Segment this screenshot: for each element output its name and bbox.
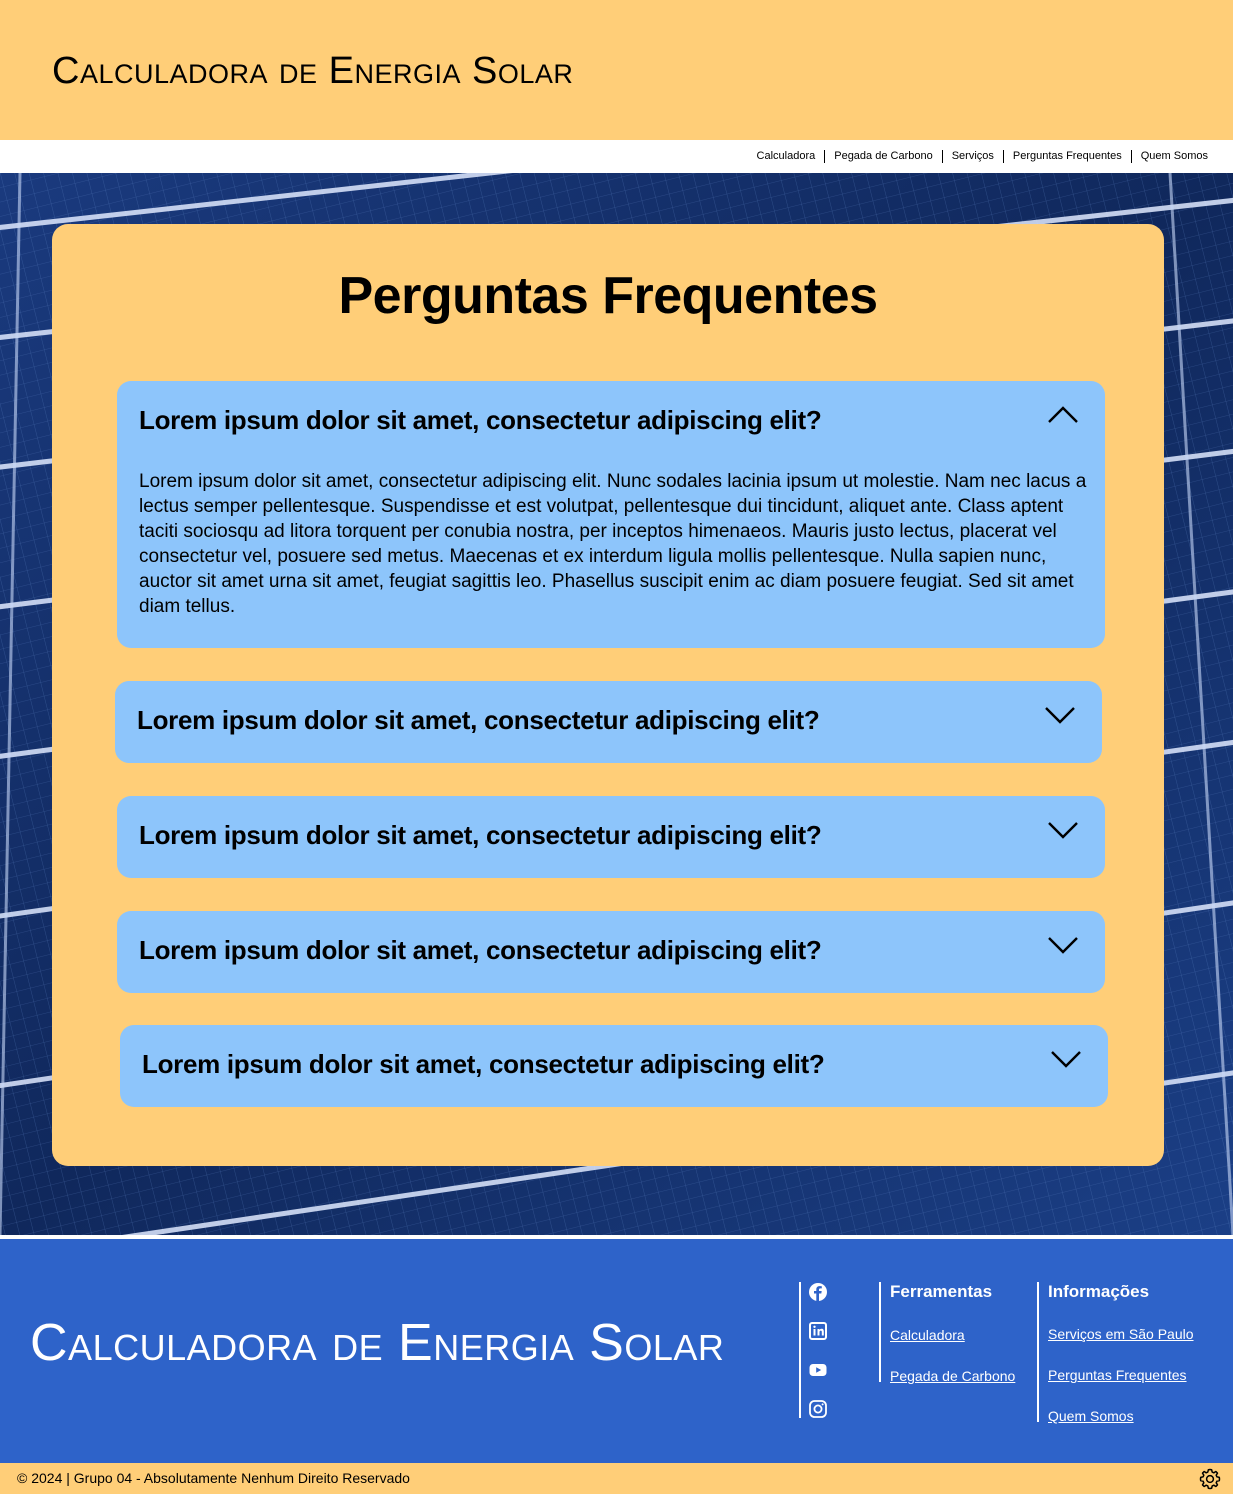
chevron-up-icon[interactable] xyxy=(1047,405,1079,425)
footer-info-column: Informações Serviços em São Paulo Pergun… xyxy=(1037,1282,1217,1424)
chevron-down-icon[interactable] xyxy=(1044,705,1076,725)
faq-question[interactable]: Lorem ipsum dolor sit amet, consectetur … xyxy=(137,705,820,735)
faq-item[interactable]: Lorem ipsum dolor sit amet, consectetur … xyxy=(115,681,1102,763)
facebook-icon[interactable] xyxy=(808,1282,828,1302)
nav-servicos[interactable]: Serviços xyxy=(941,150,1003,163)
page-title: Perguntas Frequentes xyxy=(338,267,878,325)
faq-item-expanded[interactable]: Lorem ipsum dolor sit amet, consectetur … xyxy=(117,381,1105,648)
faq-item[interactable]: Lorem ipsum dolor sit amet, consectetur … xyxy=(117,796,1105,878)
chevron-down-icon[interactable] xyxy=(1047,935,1079,955)
faq-question[interactable]: Lorem ipsum dolor sit amet, consectetur … xyxy=(139,935,822,965)
nav-pegada-de-carbono[interactable]: Pegada de Carbono xyxy=(824,150,941,163)
footer-link-quem-somos[interactable]: Quem Somos xyxy=(1048,1408,1134,1424)
footer-link-calculadora[interactable]: Calculadora xyxy=(890,1327,965,1343)
footer-brand[interactable]: Calculadora de Energia Solar xyxy=(30,1314,725,1372)
copyright-text: © 2024 | Grupo 04 - Absolutamente Nenhum… xyxy=(17,1470,410,1486)
faq-question[interactable]: Lorem ipsum dolor sit amet, consectetur … xyxy=(139,820,822,850)
footer-info-title: Informações xyxy=(1048,1282,1150,1301)
linkedin-icon[interactable] xyxy=(808,1321,828,1341)
faq-item[interactable]: Lorem ipsum dolor sit amet, consectetur … xyxy=(117,911,1105,993)
gear-icon[interactable] xyxy=(1198,1467,1222,1491)
footer-link-pegada-de-carbono[interactable]: Pegada de Carbono xyxy=(890,1368,1016,1384)
nav-calculadora[interactable]: Calculadora xyxy=(756,150,816,162)
instagram-icon[interactable] xyxy=(808,1399,828,1419)
chevron-down-icon[interactable] xyxy=(1047,820,1079,840)
footer-link-perguntas-frequentes[interactable]: Perguntas Frequentes xyxy=(1048,1367,1187,1383)
site-brand[interactable]: Calculadora de Energia Solar xyxy=(52,50,574,92)
nav-perguntas-frequentes[interactable]: Perguntas Frequentes xyxy=(1002,150,1131,163)
footer-link-servicos-sao-paulo[interactable]: Serviços em São Paulo xyxy=(1048,1326,1194,1342)
site-header: Calculadora de Energia Solar xyxy=(0,0,1233,140)
site-footer: Calculadora de Energia Solar Ferramentas… xyxy=(0,1239,1233,1463)
social-divider xyxy=(799,1282,801,1418)
copyright-bar: © 2024 | Grupo 04 - Absolutamente Nenhum… xyxy=(0,1463,1233,1494)
nav-quem-somos[interactable]: Quem Somos xyxy=(1130,150,1217,163)
faq-question[interactable]: Lorem ipsum dolor sit amet, consectetur … xyxy=(139,405,822,435)
faq-answer: Lorem ipsum dolor sit amet, consectetur … xyxy=(139,471,1087,617)
divider xyxy=(0,1235,1233,1239)
footer-tools-column: Ferramentas Calculadora Pegada de Carbon… xyxy=(879,1282,1029,1384)
chevron-down-icon[interactable] xyxy=(1050,1049,1082,1069)
faq-card: Perguntas Frequentes Lorem ipsum dolor s… xyxy=(52,224,1164,1166)
footer-tools-title: Ferramentas xyxy=(890,1282,993,1301)
faq-item[interactable]: Lorem ipsum dolor sit amet, consectetur … xyxy=(120,1025,1108,1107)
top-nav: Calculadora Pegada de Carbono Serviços P… xyxy=(0,140,1233,173)
youtube-icon[interactable] xyxy=(808,1360,828,1380)
faq-question[interactable]: Lorem ipsum dolor sit amet, consectetur … xyxy=(142,1049,825,1079)
